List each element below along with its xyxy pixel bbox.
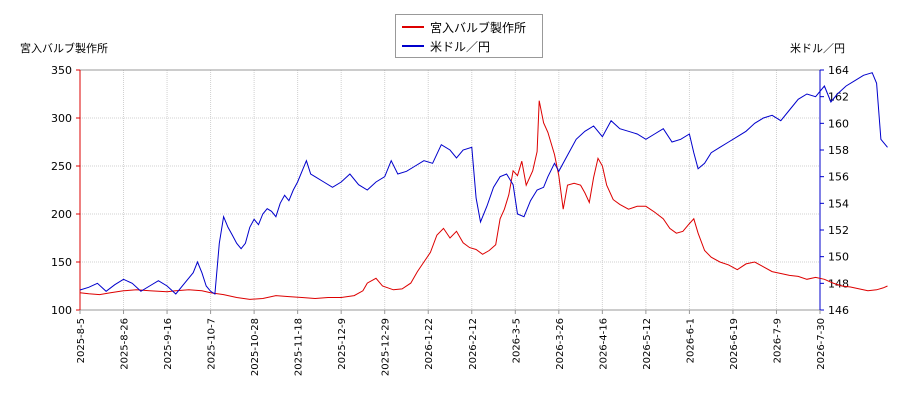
x-tick-label: 2025-11-18	[294, 318, 305, 376]
right-tick-label: 148	[828, 277, 849, 290]
left-tick-label: 250	[51, 160, 72, 173]
x-tick-label: 2026-6-1	[685, 318, 696, 363]
legend: 宮入バルブ製作所 米ドル／円	[395, 14, 543, 58]
right-tick-label: 160	[828, 117, 849, 130]
left-tick-label: 100	[51, 304, 72, 317]
x-tick-label: 2026-3-5	[511, 318, 522, 363]
legend-item-usdjpy: 米ドル／円	[402, 37, 490, 55]
x-tick-label: 2025-10-7	[207, 318, 218, 370]
right-axis-title: 米ドル／円	[790, 42, 845, 55]
x-tick-label: 2026-7-9	[772, 318, 783, 363]
x-tick-label: 2026-1-22	[424, 318, 435, 370]
x-tick-label: 2025-8-26	[120, 318, 131, 370]
right-tick-label: 158	[828, 144, 849, 157]
x-tick-label: 2026-6-19	[729, 318, 740, 370]
right-tick-label: 146	[828, 304, 849, 317]
x-tick-label: 2025-12-29	[381, 318, 392, 376]
x-tick-label: 2025-12-9	[337, 318, 348, 370]
series-line-usdjpy	[79, 72, 888, 295]
x-tick-label: 2025-8-5	[76, 318, 87, 363]
right-tick-label: 156	[828, 171, 849, 184]
legend-label-usdjpy: 米ドル／円	[430, 39, 491, 54]
x-tick-label: 2026-5-12	[642, 318, 653, 370]
right-tick-label: 164	[828, 64, 849, 77]
x-tick-label: 2025-10-28	[250, 318, 261, 376]
series-line-stock	[79, 100, 888, 300]
x-tick-label: 2026-4-16	[598, 318, 609, 370]
right-tick-label: 152	[828, 224, 849, 237]
right-tick-label: 150	[828, 251, 849, 264]
legend-label-stock: 宮入バルブ製作所	[430, 20, 527, 35]
x-tick-label: 2026-7-30	[816, 318, 827, 370]
left-axis-title: 宮入バルブ製作所	[20, 42, 108, 55]
left-tick-label: 300	[51, 112, 72, 125]
legend-swatch-usdjpy	[402, 45, 424, 47]
x-tick-label: 2026-3-26	[555, 318, 566, 370]
left-tick-label: 150	[51, 256, 72, 269]
legend-item-stock: 宮入バルブ製作所	[402, 18, 526, 36]
left-tick-label: 350	[51, 64, 72, 77]
x-tick-label: 2025-9-16	[163, 318, 174, 370]
right-tick-label: 162	[828, 91, 849, 104]
x-tick-label: 2026-2-12	[468, 318, 479, 370]
right-tick-label: 154	[828, 197, 849, 210]
plot-frame	[79, 69, 821, 311]
legend-swatch-stock	[402, 26, 424, 28]
left-tick-label: 200	[51, 208, 72, 221]
